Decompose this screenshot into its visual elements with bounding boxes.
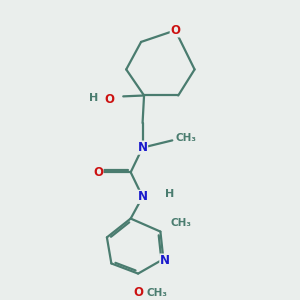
- Text: H: H: [165, 189, 174, 199]
- Text: N: N: [138, 141, 148, 154]
- Text: O: O: [104, 93, 114, 106]
- Text: O: O: [170, 24, 180, 37]
- Text: H: H: [89, 92, 98, 103]
- Text: O: O: [93, 166, 103, 179]
- Text: CH₃: CH₃: [176, 133, 197, 143]
- Text: N: N: [160, 254, 170, 267]
- Text: CH₃: CH₃: [171, 218, 192, 228]
- Text: O: O: [133, 286, 143, 299]
- Text: N: N: [138, 190, 148, 203]
- Text: CH₃: CH₃: [146, 288, 167, 298]
